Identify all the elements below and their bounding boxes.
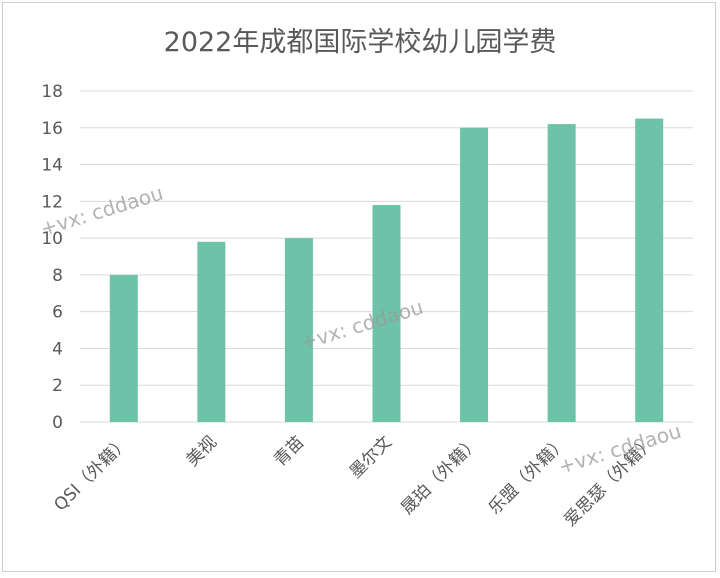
y-tick-label: 14 [41,156,63,176]
bar [284,238,313,422]
y-tick-label: 18 [41,82,63,102]
chart-frame: 2022年成都国际学校幼儿园学费 0 2 4 6 8 10 12 14 16 18 QSI（外籍）… [2,2,716,572]
bar [372,205,401,422]
x-tick-label: QSI（外籍） [50,432,133,515]
y-tick-label: 10 [41,229,63,249]
bar [109,274,138,422]
y-tick-label: 0 [52,413,63,433]
y-tick-label: 4 [52,339,63,359]
chart-title: 2022年成都国际学校幼儿园学费 [164,27,557,58]
bar [635,118,664,422]
y-axis-ticks: 0 2 4 6 8 10 12 14 16 18 [41,82,63,433]
bar [547,124,576,422]
y-tick-label: 8 [52,266,63,286]
y-tick-label: 12 [41,192,63,212]
bar-chart: 2022年成都国际学校幼儿园学费 0 2 4 6 8 10 12 14 16 18 QSI（外籍）… [37,27,693,531]
bar [460,127,489,423]
y-tick-label: 2 [52,376,63,396]
y-tick-label: 16 [41,119,63,139]
x-tick-label: 晟珀（外籍） [397,432,483,518]
x-tick-label: 美视 [183,432,221,470]
x-axis-ticks: QSI（外籍） 美视 青苗 墨尔文 晟珀（外籍） 乐盟（外籍）爱思瑟（外籍） [50,432,658,530]
bar [197,241,226,422]
bars [109,118,664,423]
x-tick-label: 乐盟（外籍） [485,432,571,518]
y-tick-label: 6 [52,303,63,323]
x-tick-label: 墨尔文 [346,432,396,482]
x-tick-label: 青苗 [270,432,308,470]
watermark-text: +vx: cddaou [297,295,426,355]
